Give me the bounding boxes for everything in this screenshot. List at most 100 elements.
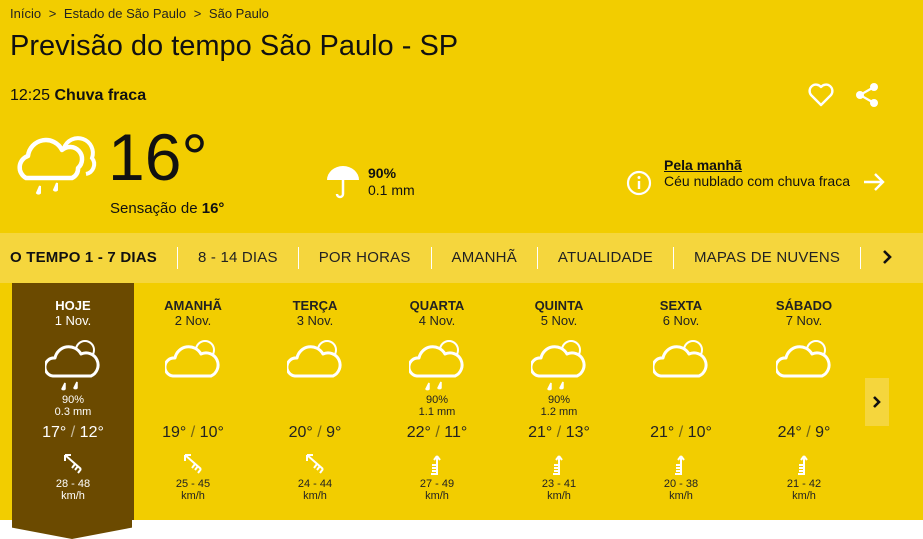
- min-temp: 13°: [565, 424, 590, 441]
- max-temp: 21°: [650, 424, 675, 441]
- today-pointer: [12, 520, 132, 539]
- wind-speed-unit: km/h: [792, 490, 816, 502]
- day-column[interactable]: TERÇA 3 Nov. 20° / 9° 24 - 44 km/h: [254, 283, 376, 520]
- max-temp: 17°: [42, 424, 67, 441]
- day-date: 5 Nov.: [540, 313, 578, 328]
- morning-forecast[interactable]: Pela manhã Céu nublado com chuva fraca: [664, 157, 864, 189]
- tabs-next-icon[interactable]: [881, 247, 893, 267]
- cloud-sun-rain-icon: [409, 340, 464, 391]
- day-column[interactable]: HOJE 1 Nov. 90% 0.3 mm 17° / 12° 28 - 48 km/h: [12, 283, 134, 520]
- tab-mapas-de-nuvens[interactable]: MAPAS DE NUVENS: [674, 247, 862, 269]
- current-temperature: 16°: [108, 120, 208, 194]
- wind-direction-icon: [431, 455, 441, 475]
- daily-forecast: HOJE 1 Nov. 90% 0.3 mm 17° / 12° 28 - 48 km/h A…: [0, 283, 923, 520]
- rain-info: [743, 394, 865, 420]
- day-column[interactable]: SEXTA 6 Nov. 21° / 10° 20 - 38 km/h: [620, 283, 742, 520]
- arrow-right-icon[interactable]: [862, 170, 886, 194]
- current-status: 12:25 Chuva fraca: [10, 87, 146, 105]
- days-next-button[interactable]: [865, 378, 889, 426]
- rain-info: 90% 0.3 mm: [12, 394, 134, 420]
- rain-probability: 90%: [547, 394, 571, 406]
- temperature-range: 17° / 12°: [42, 424, 104, 441]
- wind-speed-unit: km/h: [669, 490, 693, 502]
- day-name: TERÇA: [292, 298, 338, 313]
- temperature-range: 21° / 13°: [528, 424, 590, 441]
- rain-probability: 90%: [61, 394, 85, 406]
- temperature-range: 21° / 10°: [650, 424, 712, 441]
- morning-title[interactable]: Pela manhã: [664, 157, 742, 173]
- day-date: 4 Nov.: [418, 313, 456, 328]
- day-column[interactable]: QUINTA 5 Nov. 90% 1.2 mm 21° / 13° 23 - 41 km/…: [498, 283, 620, 520]
- day-column[interactable]: SÁBADO 7 Nov. 24° / 9° 21 - 42 km/h: [743, 283, 865, 520]
- wind-direction-icon: [306, 454, 324, 474]
- wind-speed-value: 21 - 42: [786, 478, 822, 490]
- temperature-range: 20° / 9°: [288, 424, 342, 441]
- tab-atualidade[interactable]: ATUALIDADE: [538, 247, 674, 269]
- wind-speed-value: 27 - 49: [419, 478, 455, 490]
- day-name: QUINTA: [534, 298, 584, 313]
- cloud-sun-icon: [776, 340, 831, 378]
- wind-speed-value: 24 - 44: [297, 478, 333, 490]
- heart-icon[interactable]: [808, 83, 834, 107]
- day-date: 7 Nov.: [785, 313, 823, 328]
- wind-speed: 25 - 45 km/h: [132, 478, 254, 502]
- min-temp: 12°: [79, 424, 104, 441]
- wind-speed-unit: km/h: [425, 490, 449, 502]
- rain-probability: 90%: [368, 165, 397, 181]
- rain-info: [132, 394, 254, 420]
- temperature-range: 19° / 10°: [162, 424, 224, 441]
- rain-info: [254, 394, 376, 420]
- day-date: 3 Nov.: [296, 313, 334, 328]
- breadcrumb-cidade[interactable]: São Paulo: [208, 6, 269, 21]
- cloud-sun-icon: [287, 340, 342, 378]
- rain-amount: 1.2 mm: [540, 406, 578, 418]
- cloud-sun-rain-icon: [531, 340, 586, 391]
- min-temp: 10°: [199, 424, 224, 441]
- wind-speed: 24 - 44 km/h: [254, 478, 376, 502]
- current-time: 12:25: [10, 87, 51, 104]
- chevron-right-icon: [873, 396, 881, 408]
- wind-direction-icon: [798, 455, 808, 475]
- day-date: 2 Nov.: [174, 313, 212, 328]
- breadcrumb-separator: >: [48, 6, 57, 21]
- feels-like-label: Sensação de: [110, 200, 198, 217]
- cloud-sun-icon: [165, 340, 220, 378]
- wind-speed-value: 20 - 38: [663, 478, 699, 490]
- rain-info: [620, 394, 742, 420]
- wind-speed-value: 28 - 48: [55, 478, 91, 490]
- temperature-range: 24° / 9°: [777, 424, 831, 441]
- wind-speed: 20 - 38 km/h: [620, 478, 742, 502]
- day-column[interactable]: AMANHÃ 2 Nov. 19° / 10° 25 - 45 km/h: [132, 283, 254, 520]
- max-temp: 21°: [528, 424, 553, 441]
- tab-1-7-dias[interactable]: O TEMPO 1 - 7 DIAS: [0, 247, 178, 269]
- rain-probability: 90%: [425, 394, 449, 406]
- tab-8-14-dias[interactable]: 8 - 14 DIAS: [178, 247, 299, 269]
- share-icon[interactable]: [854, 82, 880, 108]
- breadcrumb: Início > Estado de São Paulo > São Paulo: [10, 6, 273, 21]
- rain-info: 90% 0.1 mm: [368, 165, 415, 199]
- min-temp: 11°: [444, 424, 468, 441]
- breadcrumb-estado[interactable]: Estado de São Paulo: [63, 6, 187, 21]
- wind-direction-icon: [184, 454, 202, 474]
- current-condition: Chuva fraca: [54, 87, 147, 104]
- day-date: 6 Nov.: [662, 313, 700, 328]
- min-temp: 9°: [815, 424, 831, 441]
- cloud-rain-icon: [17, 136, 97, 195]
- forecast-tabs: O TEMPO 1 - 7 DIAS 8 - 14 DIAS POR HORAS…: [0, 233, 923, 283]
- feels-like-value: 16°: [201, 200, 225, 217]
- wind-speed-unit: km/h: [181, 490, 205, 502]
- tab-por-horas[interactable]: POR HORAS: [299, 247, 432, 269]
- breadcrumb-inicio[interactable]: Início: [10, 6, 42, 21]
- day-name: AMANHÃ: [164, 298, 222, 313]
- rain-amount: 1.1 mm: [418, 406, 456, 418]
- wind-speed: 23 - 41 km/h: [498, 478, 620, 502]
- rain-amount: 0.3 mm: [54, 406, 92, 418]
- wind-speed-value: 25 - 45: [175, 478, 211, 490]
- wind-direction-icon: [553, 455, 563, 475]
- day-column[interactable]: QUARTA 4 Nov. 90% 1.1 mm 22° / 11° 27 - 49 km/…: [376, 283, 498, 520]
- header-panel: Início > Estado de São Paulo > São Paulo…: [0, 0, 923, 233]
- day-name: HOJE: [55, 298, 91, 313]
- tab-amanha[interactable]: AMANHÃ: [432, 247, 538, 269]
- day-name: SÁBADO: [775, 298, 833, 313]
- min-temp: 10°: [687, 424, 712, 441]
